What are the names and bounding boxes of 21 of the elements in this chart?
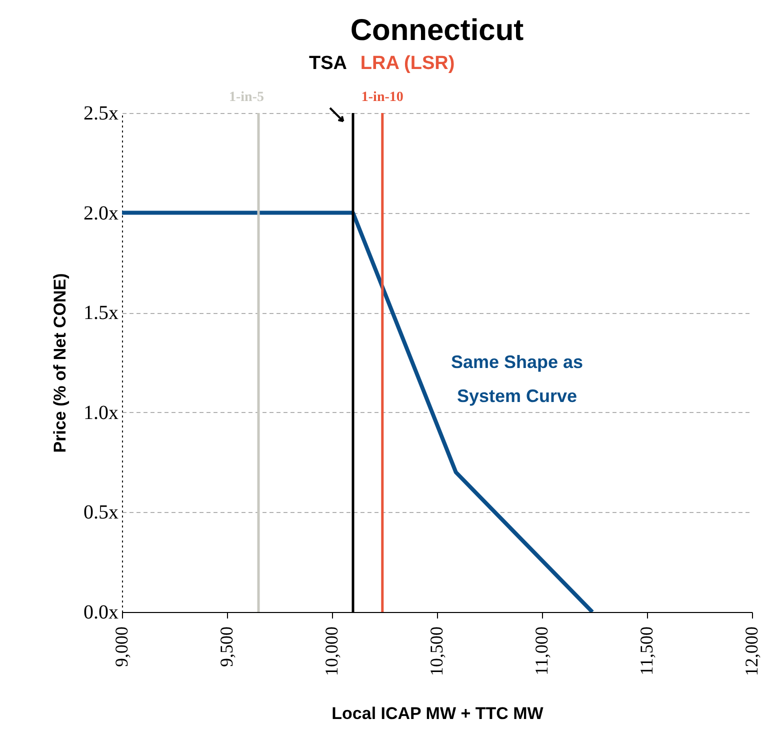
y-tick-label: 2.5x	[84, 102, 118, 124]
annotation: Same Shape as System Curve	[450, 352, 584, 406]
x-tick-label: 11,000	[532, 626, 552, 676]
x-tick-label: 12,000	[742, 626, 762, 676]
y-tick-label: 0.0x	[84, 602, 118, 624]
x-tick-label: 10,000	[322, 626, 342, 676]
x-tick-label: 9,500	[216, 626, 236, 667]
y-axis-title: Price (% of Net CONE)	[50, 273, 70, 453]
x-tick-label: 11,500	[636, 626, 656, 676]
x-tick-label: 9,000	[112, 626, 132, 667]
text: 1-in-10	[361, 90, 404, 105]
x-axis-title: Local ICAP MW + TTC MW	[332, 704, 544, 723]
ref-line-label: LRA (LSR)	[360, 53, 455, 74]
x-tick-label: 10,500	[426, 626, 446, 676]
y-tick-label: 0.5x	[84, 502, 118, 524]
ref-line-label: TSA	[309, 53, 348, 74]
y-tick-label: 2.0x	[84, 202, 118, 224]
y-tick-label: 1.5x	[84, 302, 118, 324]
chart-title: Connecticut	[350, 14, 524, 47]
ref-line-label: 1-in-5	[229, 90, 264, 105]
y-tick-label: 1.0x	[84, 402, 118, 424]
